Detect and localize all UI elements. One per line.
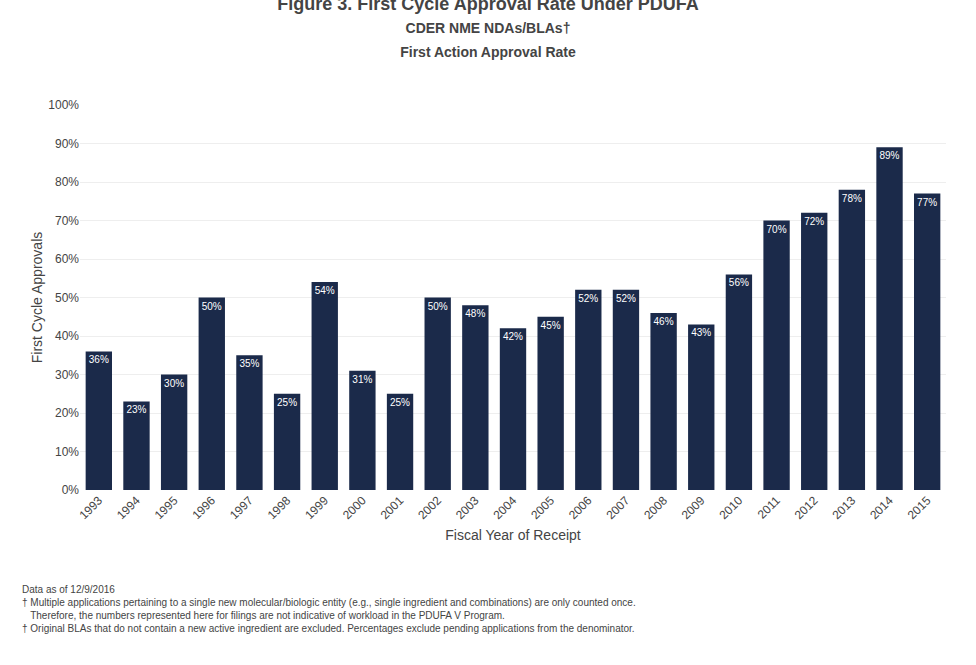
svg-text:35%: 35%: [239, 358, 259, 369]
svg-text:2013: 2013: [829, 493, 858, 522]
svg-text:52%: 52%: [578, 293, 598, 304]
svg-text:40%: 40%: [55, 329, 79, 343]
svg-text:54%: 54%: [315, 285, 335, 296]
svg-text:42%: 42%: [503, 331, 523, 342]
svg-text:78%: 78%: [842, 193, 862, 204]
svg-text:2011: 2011: [755, 493, 783, 521]
svg-text:Fiscal Year of Receipt: Fiscal Year of Receipt: [445, 527, 581, 543]
svg-text:0%: 0%: [62, 483, 80, 497]
svg-text:1998: 1998: [265, 493, 294, 522]
svg-text:45%: 45%: [541, 320, 561, 331]
svg-text:1997: 1997: [227, 493, 256, 522]
svg-text:2010: 2010: [716, 493, 745, 522]
svg-text:1993: 1993: [76, 493, 105, 522]
svg-text:46%: 46%: [654, 316, 674, 327]
svg-text:48%: 48%: [465, 308, 485, 319]
svg-text:72%: 72%: [804, 216, 824, 227]
svg-text:52%: 52%: [616, 293, 636, 304]
svg-text:20%: 20%: [55, 406, 79, 420]
svg-text:89%: 89%: [879, 150, 899, 161]
svg-text:2001: 2001: [378, 493, 407, 522]
svg-text:2003: 2003: [453, 493, 482, 522]
svg-text:2015: 2015: [905, 493, 934, 522]
svg-text:56%: 56%: [729, 277, 749, 288]
svg-text:2012: 2012: [792, 493, 821, 522]
svg-text:50%: 50%: [428, 301, 448, 312]
svg-text:2008: 2008: [641, 493, 670, 522]
svg-text:2004: 2004: [491, 493, 520, 522]
svg-text:2007: 2007: [604, 493, 633, 522]
svg-text:2006: 2006: [566, 493, 595, 522]
svg-text:Figure 3. First Cycle Approval: Figure 3. First Cycle Approval Rate Unde…: [277, 0, 698, 60]
svg-text:25%: 25%: [277, 397, 297, 408]
svg-text:1994: 1994: [114, 493, 143, 522]
svg-text:90%: 90%: [55, 137, 79, 151]
svg-text:First Cycle Approvals: First Cycle Approvals: [29, 232, 45, 363]
svg-text:80%: 80%: [55, 175, 79, 189]
svg-text:100%: 100%: [48, 98, 79, 112]
svg-text:70%: 70%: [55, 214, 79, 228]
svg-text:25%: 25%: [390, 397, 410, 408]
svg-text:30%: 30%: [55, 368, 79, 382]
svg-text:1999: 1999: [302, 493, 331, 522]
svg-text:1996: 1996: [189, 493, 218, 522]
svg-text:77%: 77%: [917, 197, 937, 208]
svg-text:2002: 2002: [415, 493, 444, 522]
svg-text:10%: 10%: [55, 445, 79, 459]
svg-text:2009: 2009: [679, 493, 708, 522]
svg-text:1995: 1995: [152, 493, 181, 522]
svg-text:2005: 2005: [528, 493, 557, 522]
svg-text:30%: 30%: [164, 378, 184, 389]
svg-text:23%: 23%: [126, 404, 146, 415]
svg-text:Data as of 12/9/2016† Multiple: Data as of 12/9/2016† Multiple applicati…: [22, 584, 636, 634]
svg-text:43%: 43%: [691, 327, 711, 338]
svg-text:36%: 36%: [89, 354, 109, 365]
svg-text:50%: 50%: [202, 301, 222, 312]
svg-text:31%: 31%: [352, 374, 372, 385]
svg-text:50%: 50%: [55, 291, 79, 305]
svg-text:2000: 2000: [340, 493, 369, 522]
svg-text:70%: 70%: [767, 224, 787, 235]
svg-text:60%: 60%: [55, 252, 79, 266]
svg-text:2014: 2014: [867, 493, 896, 522]
